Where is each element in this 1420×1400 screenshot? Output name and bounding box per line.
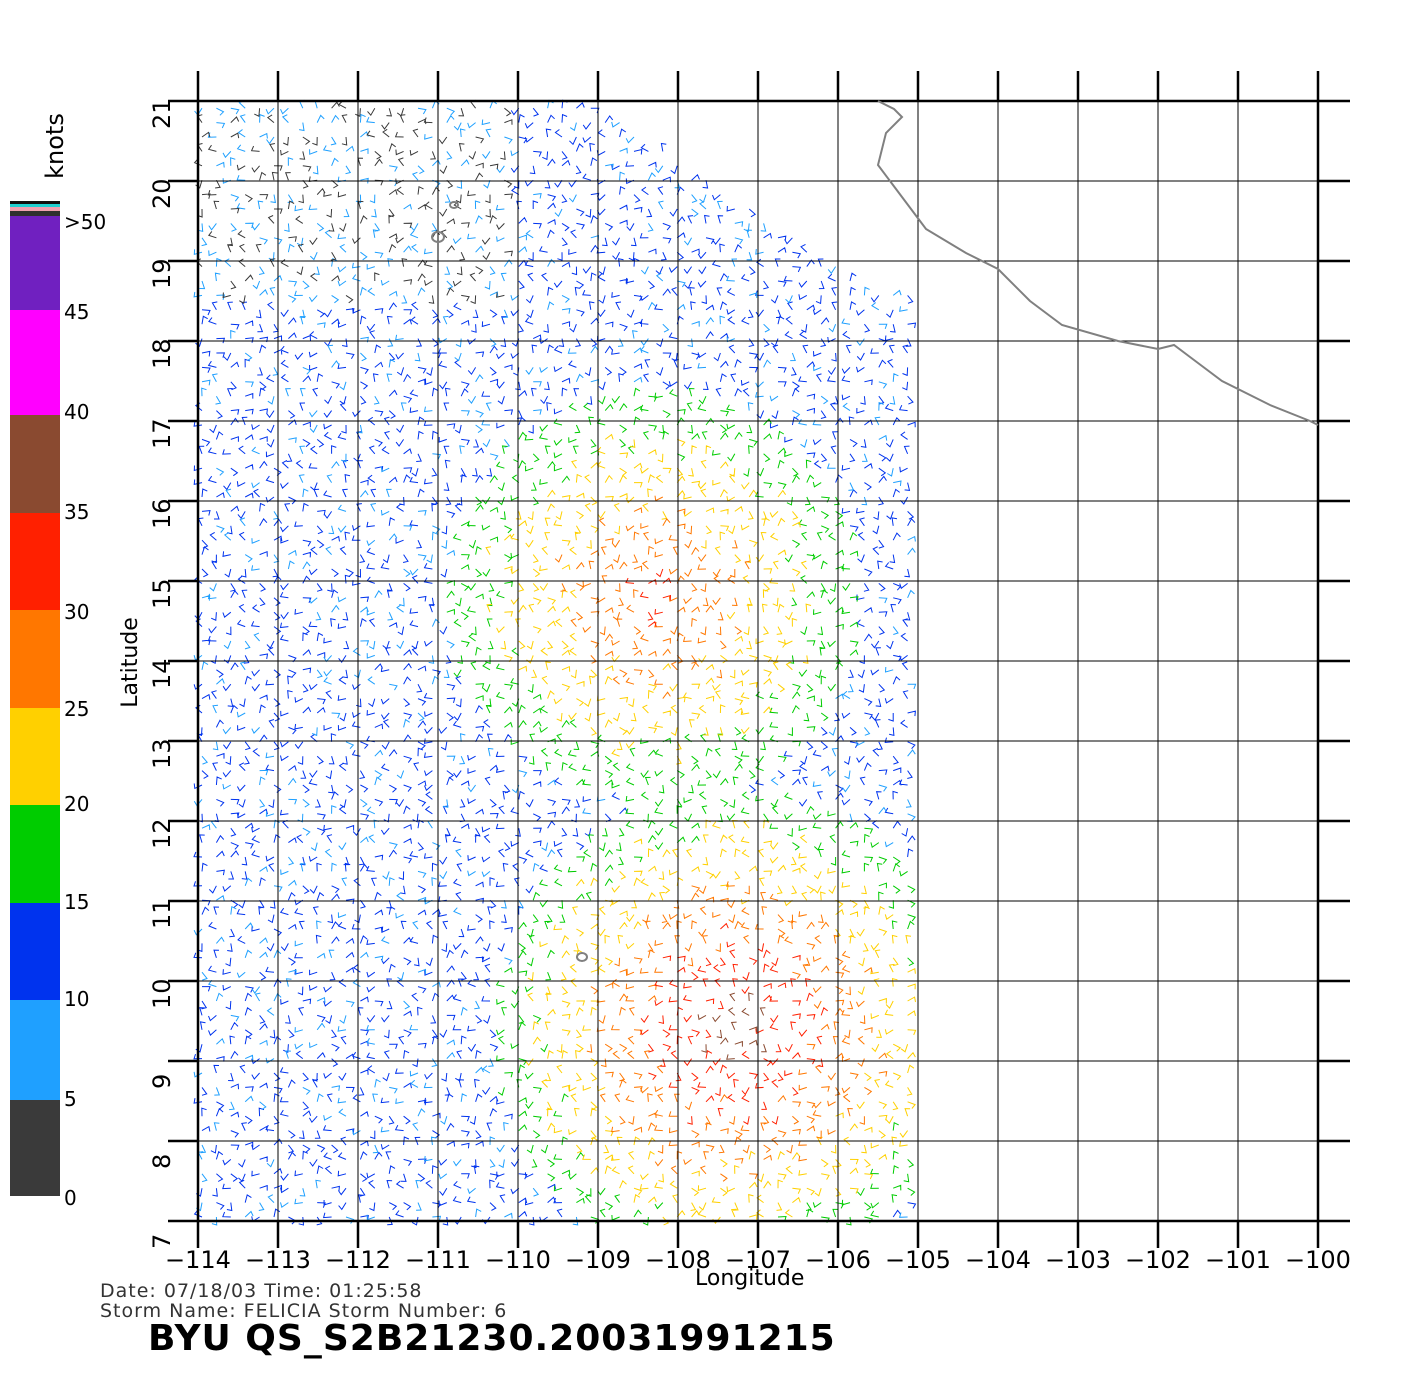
x-axis-title: Longitude [695,1266,805,1291]
latitude-tick-label: 8 [148,1153,176,1169]
longitude-tick-label: −106 [805,1246,871,1274]
longitude-tick-label: −103 [1045,1246,1111,1274]
island-outline [431,231,445,243]
longitude-tick-label: −109 [565,1246,631,1274]
colorbar-band [10,207,60,211]
wind-barbs [554,495,888,1182]
longitude-tick-label: −108 [645,1246,711,1274]
date-time-line: Date: 07/18/03 Time: 01:25:58 [100,1280,423,1302]
longitude-tick-label: −100 [1285,1246,1351,1274]
latitude-tick-label: 9 [148,1073,176,1089]
latitude-tick-label: 21 [148,98,176,129]
colorbar-band [10,610,60,708]
wind-barbs [625,568,829,1125]
colorbar-band [10,310,60,415]
wind-barbs [193,99,514,305]
longitude-tick-label: −110 [485,1246,551,1274]
colorbar-band [10,415,60,513]
wind-barb-field [193,99,917,1226]
longitude-tick-label: −102 [1125,1246,1191,1274]
colorbar-tick-label: 40 [64,400,90,424]
colorbar-band [10,805,60,903]
lat-lon-grid [168,71,1350,1248]
colorbar [10,201,60,1196]
latitude-tick-label: 16 [148,498,176,529]
latitude-tick-label: 12 [148,818,176,849]
colorbar-unit-label: knots [40,113,69,179]
longitude-tick-label: −111 [405,1246,471,1274]
map-frame [196,99,1320,1223]
colorbar-tick-label: 45 [64,300,90,324]
latitude-tick-label: 19 [148,258,176,289]
wind-barbs [485,433,917,1226]
colorbar-tick-label: 35 [64,500,90,524]
colorbar-band [10,216,60,310]
latitude-tick-label: 10 [148,978,176,1009]
latitude-tick-label: 13 [148,738,176,769]
longitude-tick-label: −105 [885,1246,951,1274]
colorbar-band [10,1100,60,1196]
colorbar-tick-label: 5 [64,1087,77,1111]
colorbar-tick-label: 25 [64,697,90,721]
colorbar-band [10,1000,60,1100]
island-outline [449,201,459,209]
latitude-tick-label: 7 [148,1233,176,1249]
colorbar-tick-label: 15 [64,890,90,914]
colorbar-band [10,211,60,216]
longitude-tick-label: −104 [965,1246,1031,1274]
latitude-tick-label: 14 [148,658,176,689]
island-outline [576,952,588,962]
latitude-tick-label: 15 [148,578,176,609]
longitude-tick-label: −112 [325,1246,391,1274]
colorbar-band [10,204,60,207]
longitude-tick-label: −101 [1205,1246,1271,1274]
latitude-tick-label: 18 [148,338,176,369]
longitude-tick-label: −107 [725,1246,791,1274]
colorbar-band [10,201,60,204]
latitude-tick-label: 17 [148,418,176,449]
colorbar-band [10,903,60,1000]
product-title: BYU QS_S2B21230.20031991215 [148,1318,836,1359]
mainland-coast [876,100,1319,426]
colorbar-band [10,708,60,805]
longitude-tick-label: −114 [165,1246,231,1274]
y-axis-title: Latitude [117,617,143,708]
colorbar-tick-label: 0 [64,1186,77,1210]
latitude-tick-label: 20 [148,178,176,209]
colorbar-tick-label: 10 [64,987,90,1011]
colorbar-tick-label: 20 [64,792,90,816]
colorbar-band [10,513,60,610]
wind-barbs [697,992,767,1060]
storm-line: Storm Name: FELICIA Storm Number: 6 [100,1300,508,1322]
latitude-tick-label: 11 [148,898,176,929]
wind-barbs [193,99,917,1226]
colorbar-tick-label: 30 [64,600,90,624]
wind-barbs [446,387,917,1226]
colorbar-tick-label: >50 [64,210,107,234]
coastline [431,100,1319,962]
longitude-tick-label: −113 [245,1246,311,1274]
